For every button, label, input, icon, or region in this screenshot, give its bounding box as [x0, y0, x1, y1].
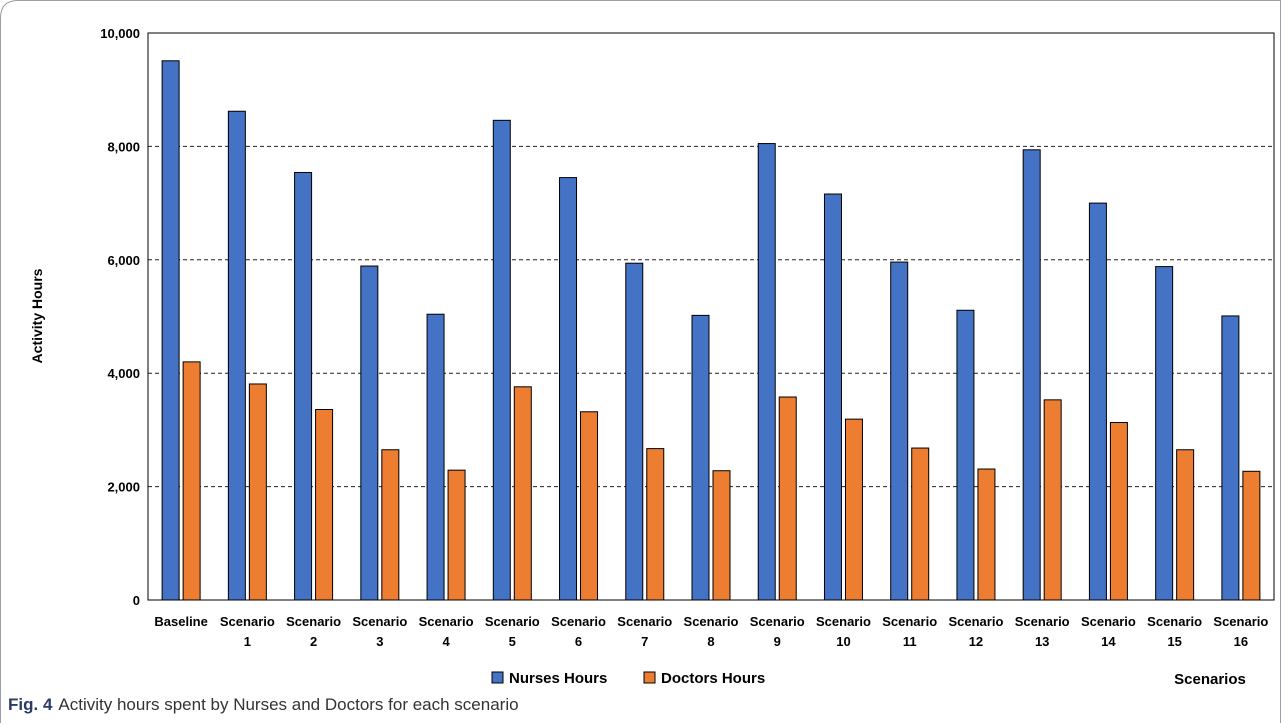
x-tick-label: Scenario — [1213, 614, 1268, 629]
y-axis-label: Activity Hours — [29, 268, 45, 363]
x-tick-label: Scenario — [551, 614, 606, 629]
x-tick-label: Scenario — [220, 614, 275, 629]
y-tick-label: 4,000 — [107, 366, 140, 381]
nurses-bar — [161, 60, 180, 601]
x-tick-label: 14 — [1101, 634, 1116, 649]
x-axis-label: Scenarios — [1174, 671, 1246, 688]
nurses-bar — [890, 261, 909, 601]
nurses-bar — [691, 314, 710, 601]
doctors-bar — [447, 469, 466, 601]
bars — [161, 60, 1261, 601]
x-tick-labels: Baseline Scenario 1 Scenario 2 Scenario 3 Scena… — [154, 614, 1268, 649]
doctors-bar — [248, 383, 267, 601]
doctors-bar — [580, 411, 599, 601]
x-tick-label: 2 — [310, 634, 317, 649]
x-tick-label: Scenario — [419, 614, 474, 629]
nurses-bar — [360, 265, 379, 601]
x-tick-label: Scenario — [1015, 614, 1070, 629]
x-tick-label: 13 — [1035, 634, 1049, 649]
x-tick-label: 3 — [376, 634, 383, 649]
legend-swatch-doctors — [643, 671, 656, 684]
x-tick-label: Scenario — [1081, 614, 1136, 629]
x-tick-label: Scenario — [750, 614, 805, 629]
legend: Nurses Hours Doctors Hours — [491, 670, 765, 687]
nurses-bar — [1155, 266, 1174, 601]
x-tick-label: 9 — [774, 634, 781, 649]
y-tick-labels: 0 2,000 4,000 6,000 8,000 10,000 — [100, 26, 140, 608]
x-tick-label: Scenario — [617, 614, 672, 629]
figure-border-corner — [0, 0, 19, 19]
x-tick-label: 16 — [1234, 634, 1248, 649]
nurses-bar — [956, 309, 975, 601]
figure-caption: Fig. 4 Activity hours spent by Nurses and… — [8, 695, 519, 715]
x-tick-label: Scenario — [485, 614, 540, 629]
x-tick-label: Scenario — [816, 614, 871, 629]
doctors-bar — [1109, 422, 1128, 601]
x-tick-label: 1 — [244, 634, 251, 649]
figure-number: Fig. 4 — [8, 695, 53, 714]
nurses-bar — [426, 313, 445, 601]
x-tick-label: 15 — [1167, 634, 1181, 649]
x-tick-label: 8 — [707, 634, 714, 649]
doctors-bar — [977, 468, 996, 601]
nurses-bar — [492, 119, 511, 601]
doctors-bar — [1043, 399, 1062, 601]
y-tick-label: 8,000 — [107, 139, 140, 154]
nurses-bar — [625, 262, 644, 601]
nurses-bar — [1088, 202, 1107, 601]
doctors-bar — [182, 361, 201, 601]
doctors-bar — [381, 449, 400, 601]
nurses-bar — [559, 177, 578, 601]
nurses-bar — [1221, 315, 1240, 601]
doctors-bar — [778, 396, 797, 601]
doctors-bar — [844, 418, 863, 601]
nurses-bar — [294, 171, 313, 601]
legend-swatch-nurses — [491, 671, 504, 684]
x-tick-label: Scenario — [1147, 614, 1202, 629]
x-tick-label: Scenario — [948, 614, 1003, 629]
y-tick-label: 6,000 — [107, 253, 140, 268]
x-tick-label: 6 — [575, 634, 582, 649]
x-tick-label: Scenario — [286, 614, 341, 629]
x-tick-label: Baseline — [154, 614, 207, 629]
caption-text: Activity hours spent by Nurses and Docto… — [58, 695, 519, 714]
doctors-bar — [1242, 470, 1261, 601]
y-tick-label: 0 — [133, 593, 140, 608]
doctors-bar — [513, 386, 532, 601]
doctors-bar — [1176, 449, 1195, 601]
y-tick-label: 2,000 — [107, 480, 140, 495]
nurses-bar — [757, 143, 776, 601]
x-tick-label: 10 — [836, 634, 850, 649]
legend-label-doctors: Doctors Hours — [661, 670, 765, 687]
legend-label-nurses: Nurses Hours — [509, 670, 607, 687]
x-tick-label: 7 — [641, 634, 648, 649]
nurses-bar — [1022, 149, 1041, 601]
x-tick-label: Scenario — [684, 614, 739, 629]
doctors-bar — [646, 448, 665, 601]
x-tick-label: 4 — [442, 634, 450, 649]
nurses-bar — [823, 193, 842, 601]
bar-chart: 0 2,000 4,000 6,000 8,000 10,000 Baseline Scen… — [29, 26, 1275, 688]
x-tick-label: Scenario — [352, 614, 407, 629]
axes — [147, 32, 1275, 601]
grid-lines — [148, 145, 1274, 488]
x-tick-label: 11 — [903, 634, 917, 649]
x-tick-label: 12 — [969, 634, 983, 649]
doctors-bar — [712, 470, 731, 601]
y-tick-label: 10,000 — [100, 26, 140, 41]
nurses-bar — [227, 110, 246, 601]
x-tick-label: 5 — [509, 634, 516, 649]
plot-area-frame — [147, 32, 1275, 601]
doctors-bar — [911, 447, 930, 601]
x-tick-label: Scenario — [882, 614, 937, 629]
doctors-bar — [315, 408, 334, 601]
